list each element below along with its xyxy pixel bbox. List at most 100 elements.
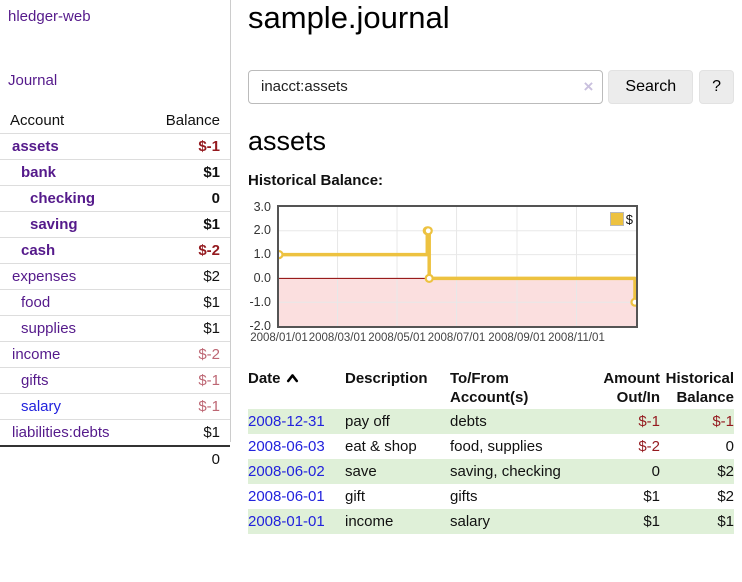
register-col-header: Historical Balance	[665, 369, 734, 406]
sidebar-item-journal[interactable]: Journal	[8, 72, 58, 89]
help-button[interactable]: ?	[699, 69, 734, 104]
search-button[interactable]: Search	[608, 69, 694, 104]
register-amount-cell: $-1	[638, 412, 660, 430]
account-row: assets $-1	[0, 133, 230, 159]
y-axis-tick-label: 3.0	[253, 199, 271, 214]
account-balance: $1	[203, 320, 220, 337]
account-link[interactable]: expenses	[12, 268, 77, 285]
register-amount-cell: 0	[651, 462, 660, 480]
register-date-cell: 2008-06-02	[248, 459, 345, 484]
register-row: 2008-06-03 eat & shop food, supplies $-2 0	[248, 434, 734, 459]
y-axis-tick-label: 0.0	[253, 270, 271, 285]
account-row: expenses $2	[0, 263, 230, 289]
account-row: supplies $1	[0, 315, 230, 341]
page-title: sample.journal	[248, 0, 450, 35]
account-link[interactable]: gifts	[21, 372, 49, 389]
account-balance: $-1	[198, 372, 220, 389]
register-description-cell: eat & shop	[345, 437, 417, 455]
register-description-cell: pay off	[345, 412, 390, 430]
x-axis-tick-label: 2008/09/01	[488, 331, 546, 344]
register-balance-cell: $2	[717, 487, 734, 505]
y-axis-tick-label: 1.0	[253, 247, 271, 262]
account-link[interactable]: salary	[21, 398, 62, 415]
chart-canvas	[279, 206, 636, 326]
accounts-total-row: 0	[0, 445, 230, 472]
account-link[interactable]: liabilities:debts	[12, 424, 110, 441]
account-balance: $-1	[198, 138, 220, 155]
app-brand-link[interactable]: hledger-web	[8, 8, 91, 25]
account-link[interactable]: bank	[21, 164, 57, 181]
register-description-cell: gift	[345, 487, 366, 505]
accounts-total-value: 0	[211, 451, 220, 468]
account-link[interactable]: cash	[21, 242, 56, 259]
search-box: ×	[248, 69, 604, 104]
accounts-header-balance: Balance	[165, 112, 220, 129]
register-col-header: Amount Out/In	[603, 369, 660, 406]
register-description-cell: income	[345, 512, 394, 530]
account-link[interactable]: checking	[30, 190, 96, 207]
account-row: saving $1	[0, 211, 230, 237]
account-row: salary $-1	[0, 393, 230, 419]
register-table: Date Description To/From Account(s) Amount …	[248, 367, 734, 534]
register-row: 2008-12-31 pay off debts $-1 $-1	[248, 408, 734, 434]
account-balance: $1	[203, 164, 220, 181]
account-row: gifts $-1	[0, 367, 230, 393]
register-col-header: Description	[345, 369, 428, 387]
account-link[interactable]: food	[21, 294, 51, 311]
x-axis-tick-label: 2008/11/01	[548, 331, 605, 344]
account-link[interactable]: assets	[12, 138, 59, 155]
register-date-cell: 2008-12-31	[248, 409, 345, 434]
x-axis-tick-label: 2008/07/01	[427, 331, 486, 344]
clear-search-icon[interactable]: ×	[583, 76, 594, 96]
account-balance: $1	[203, 424, 220, 441]
account-row: income $-2	[0, 341, 230, 367]
register-col-header[interactable]: Date	[248, 367, 345, 409]
account-link[interactable]: income	[12, 346, 61, 363]
y-axis-tick-label: 2.0	[253, 223, 271, 238]
x-axis-tick-label: 2008/03/01	[308, 331, 367, 344]
register-date-cell: 2008-06-01	[248, 484, 345, 509]
x-axis-tick-label: 2008/05/01	[368, 331, 426, 344]
account-link[interactable]: saving	[30, 216, 78, 233]
register-date-link[interactable]: 2008-12-31	[248, 412, 325, 430]
legend-swatch	[609, 212, 624, 227]
register-balance-cell: 0	[725, 437, 734, 455]
register-accounts-cell: salary	[450, 512, 491, 530]
account-balance: $-2	[198, 346, 220, 363]
register-balance-cell: $1	[717, 512, 734, 530]
search-form: × Search ?	[248, 69, 734, 104]
account-row: checking 0	[0, 185, 230, 211]
register-date-link[interactable]: 2008-06-02	[248, 462, 325, 480]
register-accounts-cell: saving, checking	[450, 462, 561, 480]
register-date-link[interactable]: 2008-06-01	[248, 487, 325, 505]
y-axis-tick-label: -2.0	[249, 318, 271, 333]
accounts-table-header: Account Balance	[0, 108, 230, 133]
account-balance: $-1	[198, 398, 220, 415]
account-link[interactable]: supplies	[21, 320, 77, 337]
main-content: sample.journal × Search ? assets Histori…	[248, 0, 734, 534]
register-row: 2008-06-01 gift gifts $1 $2	[248, 484, 734, 509]
account-row: food $1	[0, 289, 230, 315]
register-accounts-cell: food, supplies	[450, 437, 543, 455]
register-date-cell: 2008-01-01	[248, 509, 345, 534]
account-row: bank $1	[0, 159, 230, 185]
balance-chart: $ 3.0 2.0 1.0 0.0 -1.0 -2.0 2008/01/01 2008/03/…	[249, 200, 638, 344]
register-amount-cell: $1	[643, 512, 660, 530]
register-accounts-cell: debts	[450, 412, 487, 430]
sidebar: hledger-web Journal Account Balance asse…	[0, 0, 231, 468]
register-col-header: To/From Account(s)	[450, 369, 529, 406]
account-row: cash $-2	[0, 237, 230, 263]
account-balance: $-2	[198, 242, 220, 259]
search-input[interactable]	[248, 69, 604, 104]
account-balance: $1	[203, 216, 220, 233]
chart-legend: $	[609, 212, 633, 227]
y-axis-tick-label: -1.0	[249, 294, 271, 309]
register-amount-cell: $1	[643, 487, 660, 505]
register-date-link[interactable]: 2008-01-01	[248, 512, 325, 530]
register-accounts-cell: gifts	[450, 487, 478, 505]
x-axis-tick-label: 2008/01/01	[250, 331, 308, 344]
chart-title: Historical Balance:	[248, 171, 384, 189]
account-balance: 0	[211, 190, 220, 207]
register-date-link[interactable]: 2008-06-03	[248, 437, 325, 455]
account-balance: $2	[203, 268, 220, 285]
